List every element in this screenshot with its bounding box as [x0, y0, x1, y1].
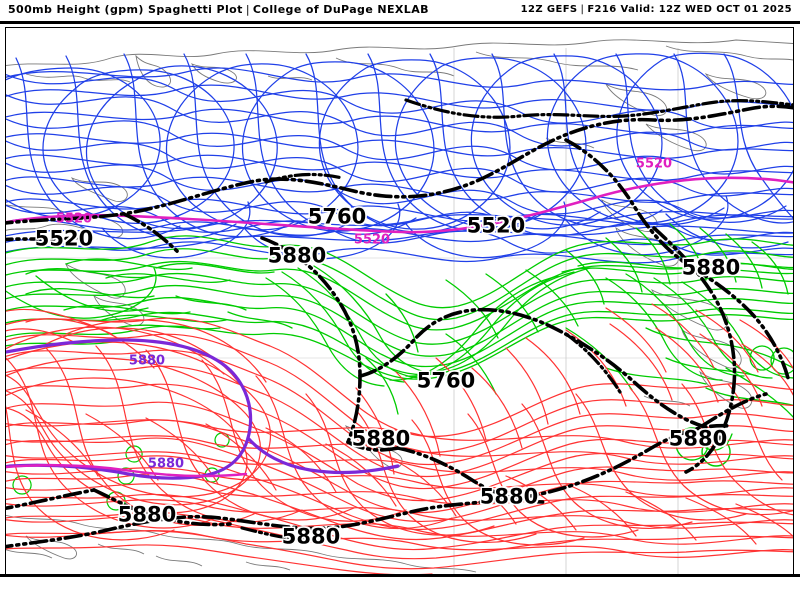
operational-contours-black [6, 104, 793, 549]
map-frame: 5520 5520 5760 5520 5880 5520 5520 5880 … [0, 21, 800, 577]
ensemble-mean-5880-magenta-tail [6, 464, 248, 478]
contour-label-5880-right-lower: 5880 [668, 426, 728, 451]
contour-label-5760-lower: 5760 [416, 368, 476, 393]
model-valid-info: 12Z GEFS | F216 Valid: 12Z WED OCT 01 2025 [521, 4, 792, 15]
ensemble-members-5760-green [6, 223, 793, 511]
header-separator-right: | [580, 4, 585, 15]
contour-label-5880-right-upper: 5880 [681, 255, 741, 280]
title-source: College of DuPage NEXLAB [252, 3, 429, 16]
contour-label-5880-mean-lower: 5880 [147, 456, 185, 472]
contour-label-5520-right: 5520 [466, 213, 526, 238]
contour-label-5880-mid: 5880 [351, 426, 411, 451]
ensemble-mean-5520-magenta [6, 176, 793, 234]
model-label: 12Z GEFS [520, 4, 578, 15]
map-plot-area[interactable]: 5520 5520 5760 5520 5880 5520 5520 5880 … [5, 27, 794, 574]
contour-label-5760-upper: 5760 [307, 204, 367, 229]
contour-label-5880-mean-left: 5880 [128, 353, 166, 369]
contour-label-5880-bottom-mid: 5880 [281, 524, 341, 549]
operational-contours-black-fine [240, 98, 793, 542]
chart-header: 500mb Height (gpm) Spaghetti Plot | Colleg… [0, 0, 800, 21]
title-variable: 500mb Height (gpm) Spaghetti Plot [8, 3, 243, 16]
contour-label-5520-mean-right: 5520 [635, 156, 673, 172]
contour-label-5520-left: 5520 [34, 226, 94, 251]
valid-time-label: F216 Valid: 12Z WED OCT 01 2025 [587, 4, 792, 15]
page-title: 500mb Height (gpm) Spaghetti Plot | Colleg… [8, 3, 429, 16]
title-separator: | [245, 3, 250, 16]
spaghetti-contours-svg [6, 39, 793, 574]
contour-label-5880-upper: 5880 [267, 243, 327, 268]
contour-label-5520-mean-mid: 5520 [353, 232, 391, 248]
ensemble-members-5880-red [6, 303, 793, 574]
contour-label-5520-mean-left: 5520 [55, 211, 93, 227]
ensemble-members-5520-blue [6, 52, 793, 264]
chart-footer [0, 577, 800, 600]
contour-label-5880-bottom-right: 5880 [479, 484, 539, 509]
contour-label-5880-bottom-left: 5880 [117, 502, 177, 527]
